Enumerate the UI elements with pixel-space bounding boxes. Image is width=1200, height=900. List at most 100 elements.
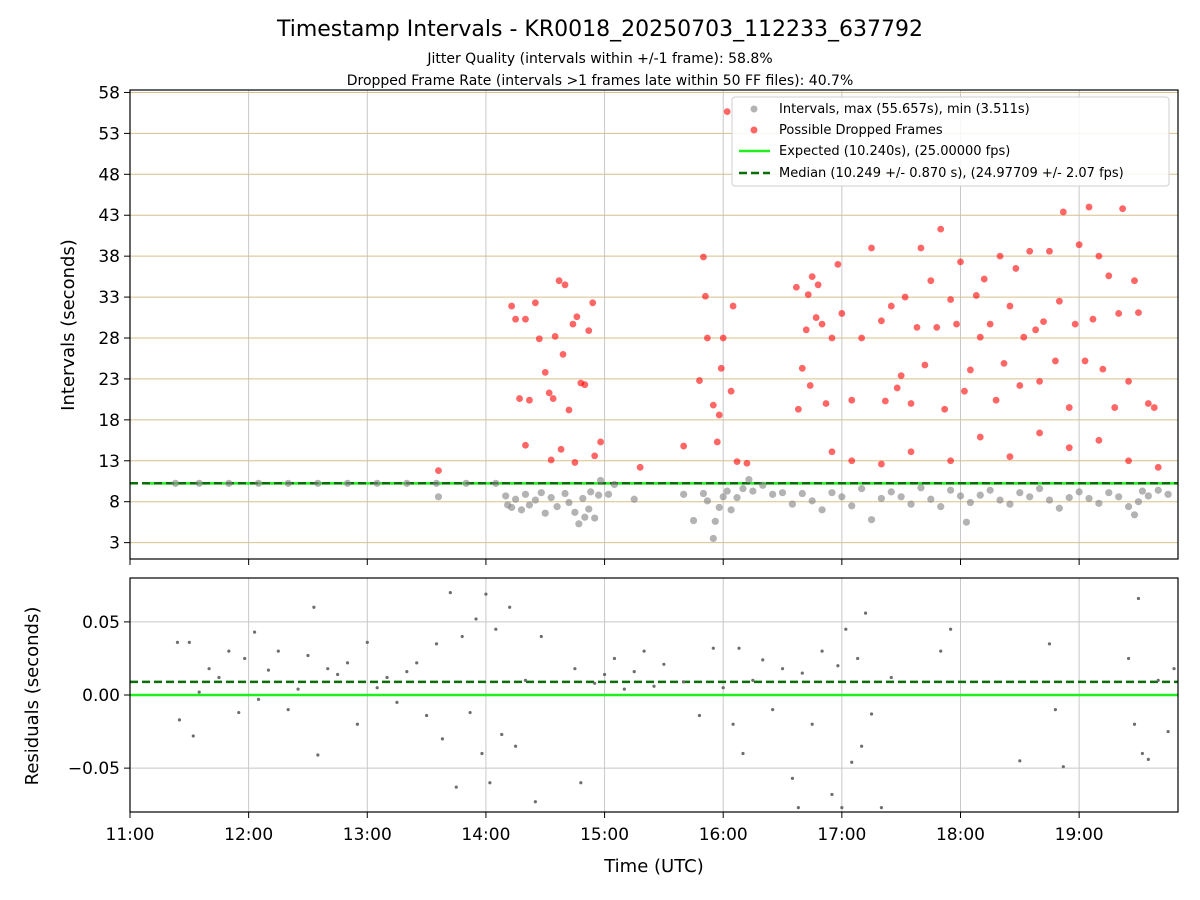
dropped-frame-point [1154,463,1162,471]
bottom-ytick-label: 0.05 [82,613,120,633]
dropped-frame-point [1115,310,1123,317]
dropped-frame-point [792,283,800,291]
residual-point [949,627,953,631]
bottom-ytick-label: 0.00 [82,686,120,706]
interval-point [798,489,806,498]
residual-point [296,687,300,691]
residual-point [237,710,241,715]
top-ytick-label: 48 [98,165,120,185]
dropped-frame-point [828,448,836,456]
residual-point [460,634,464,639]
residual-point [434,642,439,646]
interval-point [561,489,569,498]
residual-point [1156,678,1160,682]
interval-point [788,500,797,508]
dropped-frame-point [868,244,875,252]
dropped-frame-point [804,291,812,299]
dropped-frame-point [798,364,806,372]
dropped-frame-point [907,400,915,407]
interval-point [838,493,846,501]
dropped-frame-point [702,292,709,300]
dropped-frame-point [723,108,731,116]
residual-point [533,800,537,804]
interval-point [867,516,876,524]
dropped-frame-point [913,323,921,331]
dropped-frame-point [1095,252,1103,260]
dropped-frame-point [561,281,569,289]
top-ytick-label: 28 [98,329,120,349]
dropped-frame-point [893,384,901,392]
dropped-frame-point [516,395,523,402]
residual-point [741,751,745,756]
residual-point [939,649,943,653]
dropped-frame-point [937,225,945,233]
interval-point [956,492,965,500]
residual-point [731,722,735,726]
dropped-frame-point [551,332,559,340]
residual-point [662,662,666,666]
bottom-xtick-label: 11:00 [106,825,155,845]
legend-dropped-label: Possible Dropped Frames [779,123,943,138]
dropped-frame-point [1131,277,1138,285]
bottom-xtick-label: 16:00 [699,825,748,845]
residual-point [1172,667,1176,671]
dropped-frame-point [581,381,589,389]
bottom-ytick-label: −0.05 [68,759,120,779]
residual-point [737,646,741,650]
residual-point [187,640,191,644]
interval-point [680,490,688,498]
dropped-frame-point [1046,247,1053,255]
residual-point [177,718,182,722]
interval-point [1115,493,1123,501]
interval-point [723,487,731,495]
dropped-frame-point [557,445,565,453]
chart-subtitle-dropped: Dropped Frame Rate (intervals >1 frames … [347,73,854,89]
interval-point [630,495,638,503]
dropped-frame-point [812,314,820,321]
dropped-frame-point [1135,309,1142,317]
interval-point [1085,494,1093,503]
residual-point [721,686,725,690]
dropped-frame-point [1055,297,1063,305]
bottom-xtick-label: 14:00 [461,825,510,845]
dropped-frame-point [713,438,721,446]
residual-point [480,751,484,756]
dropped-frame-point [1036,429,1043,437]
interval-point [571,508,579,516]
residual-point [697,713,702,718]
dropped-frame-point [877,460,885,468]
interval-point [759,481,767,489]
residual-point [197,690,201,694]
dropped-frame-point [1089,315,1097,323]
dropped-frame-point [719,334,727,342]
interval-point [745,476,753,484]
residual-point [276,649,280,653]
residual-point [266,668,271,672]
interval-point [502,492,510,500]
interval-point [1144,492,1152,500]
bottom-ylabel: Residuals (seconds) [22,607,43,786]
residual-point [539,634,543,639]
interval-point [1138,487,1147,495]
residual-point [889,675,893,680]
interval-point [818,506,826,514]
dropped-frame-point [555,277,563,285]
residual-point [612,656,617,661]
dropped-frame-point [549,395,557,402]
top-ytick-label: 8 [109,493,120,513]
dropped-frame-point [522,315,529,323]
residual-point [800,671,804,675]
dropped-frame-point [435,467,442,475]
top-ytick-label: 13 [98,452,120,472]
dropped-frame-point [1040,318,1047,326]
dropped-frame-point [1032,326,1040,334]
dropped-frame-point [1150,404,1158,411]
interval-point [1075,488,1083,496]
residual-point [415,661,419,665]
residual-point [761,658,765,662]
dropped-frame-point [986,320,994,328]
residual-point [227,649,231,653]
residual-point [573,667,577,671]
bottom-xtick-label: 15:00 [580,825,629,845]
dropped-frame-point [1052,357,1059,365]
